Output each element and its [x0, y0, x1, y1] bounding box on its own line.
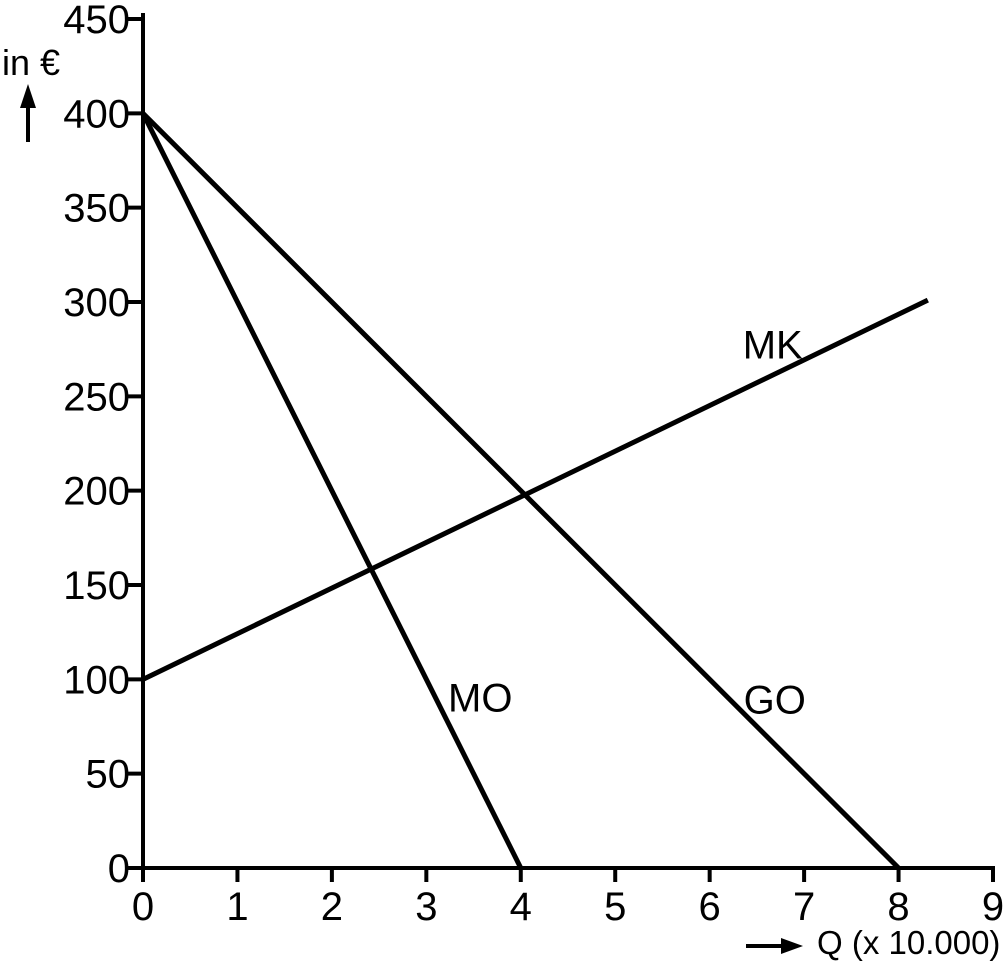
- mk-line: [141, 297, 929, 682]
- y-tick-label: 50: [86, 753, 131, 797]
- mo-label: MO: [448, 676, 512, 720]
- x-tick-label: 7: [793, 885, 815, 929]
- x-tick-label: 4: [510, 885, 532, 929]
- y-axis-arrowhead-icon: [20, 84, 36, 108]
- mk-label: MK: [743, 324, 803, 368]
- x-tick-label: 8: [887, 885, 909, 929]
- x-tick-label: 2: [321, 885, 343, 929]
- y-tick-label: 150: [63, 564, 130, 608]
- x-tick-label: 6: [699, 885, 721, 929]
- x-axis-arrowhead-icon: [781, 938, 803, 954]
- x-tick-label: 9: [982, 885, 1004, 929]
- go-label: GO: [744, 678, 806, 722]
- y-axis-title: in €: [2, 42, 60, 83]
- go-line: [141, 111, 901, 870]
- y-tick-label: 0: [108, 847, 130, 891]
- y-tick-label: 300: [63, 281, 130, 325]
- x-tick-label: 5: [604, 885, 626, 929]
- y-tick-label: 400: [63, 92, 130, 136]
- y-tick-label: 250: [63, 375, 130, 419]
- y-tick-label: 200: [63, 470, 130, 514]
- x-tick-label: 1: [226, 885, 248, 929]
- y-tick-label: 350: [63, 187, 130, 231]
- x-tick-label: 3: [415, 885, 437, 929]
- mo-line: [140, 112, 524, 870]
- y-tick-label: 100: [63, 658, 130, 702]
- y-tick-label: 450: [63, 0, 130, 42]
- x-axis-title: Q (x 10.000): [817, 924, 1000, 961]
- x-tick-label: 0: [132, 885, 154, 929]
